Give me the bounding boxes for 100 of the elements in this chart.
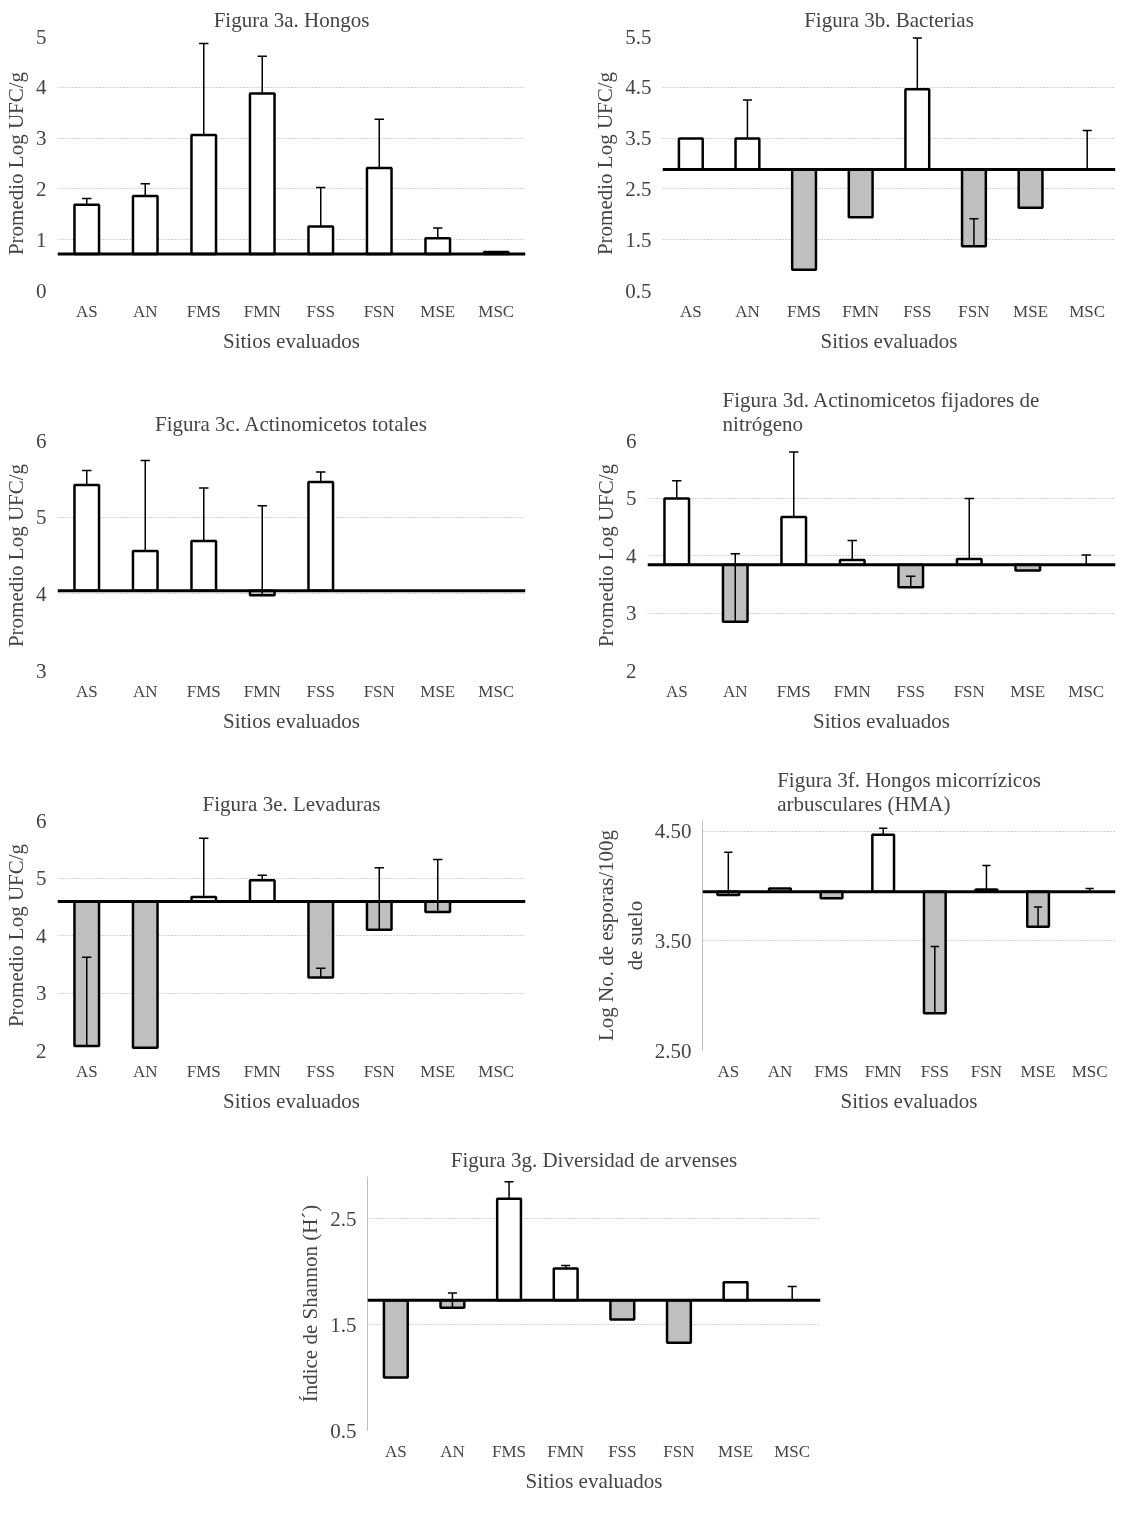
x-tick-label: MSC <box>478 1061 515 1081</box>
y-tick-label: 5 <box>36 505 47 530</box>
y-tick-label: 3.5 <box>625 126 652 151</box>
y-tick-label: 5 <box>626 486 637 510</box>
x-tick-label: MSC <box>1071 1061 1108 1081</box>
x-tick-label: FSN <box>970 1061 1003 1081</box>
x-tick-label: FSS <box>903 301 932 321</box>
y-tick-label: 1.5 <box>625 227 652 252</box>
y-tick-label: 0.5 <box>330 1418 357 1443</box>
x-tick-label: MSC <box>478 681 515 701</box>
x-tick-label: AN <box>735 301 760 321</box>
y-tick-label: 3 <box>36 126 47 151</box>
chart-title: Figura 3d. Actinomicetos fijadores de nitrógeno <box>722 387 1040 436</box>
x-tick-label: FSN <box>363 681 395 701</box>
x-tick-label: AN <box>722 681 748 701</box>
y-tick-label: 5.5 <box>625 24 652 49</box>
y-tick-label: 3 <box>36 658 47 683</box>
y-tick-label: 3.50 <box>654 928 692 953</box>
x-tick-label: FSS <box>920 1061 950 1081</box>
y-tick-label: 4 <box>626 543 637 568</box>
x-tick-label: FMN <box>243 1061 281 1081</box>
x-tick-label: AN <box>132 301 158 321</box>
x-tick-label: MSC <box>478 301 515 321</box>
x-tick-label: FMN <box>243 681 281 701</box>
x-axis-title: Sitios evaluados <box>222 1088 361 1113</box>
x-tick-label: MSC <box>1069 301 1106 321</box>
y-tick-label: 4 <box>36 75 47 100</box>
y-tick-label: 4 <box>36 581 47 606</box>
x-tick-label: FMS <box>814 1061 849 1081</box>
x-tick-label: FSS <box>306 301 335 321</box>
x-tick-label: AS <box>75 681 98 701</box>
y-axis-title: Promedio Log UFC/g <box>4 843 28 1028</box>
x-tick-label: FSS <box>306 681 335 701</box>
x-axis-title: Sitios evaluados <box>525 1468 663 1493</box>
y-tick-label: 2 <box>36 1038 47 1063</box>
y-tick-label: 6 <box>36 428 47 453</box>
x-tick-label: AS <box>679 301 702 321</box>
y-axis-title: Promedio Log UFC/g <box>4 463 28 648</box>
x-tick-label: FSN <box>363 1061 395 1081</box>
y-tick-label: 2.5 <box>330 1206 357 1231</box>
x-tick-label: FMN <box>864 1061 902 1081</box>
x-tick-label: MSC <box>774 1441 811 1461</box>
x-tick-label: MSE <box>718 1441 754 1461</box>
x-tick-label: FMN <box>842 301 880 321</box>
x-tick-label: FSN <box>958 301 990 321</box>
x-tick-label: AS <box>665 681 688 701</box>
x-tick-label: FMS <box>186 681 221 701</box>
y-tick-label: 1.5 <box>330 1312 357 1337</box>
x-tick-label: FSS <box>608 1441 637 1461</box>
y-tick-label: 4.50 <box>654 819 692 844</box>
x-tick-label: FMN <box>833 681 871 701</box>
chart-title: Figura 3e. Levaduras <box>202 791 381 816</box>
y-tick-label: 3 <box>36 981 47 1005</box>
chart-title: Figura 3a. Hongos <box>213 7 370 32</box>
x-tick-label: MSE <box>1013 301 1049 321</box>
y-axis-title: Log No. de esporas/100g de suelo <box>593 829 647 1042</box>
x-axis-title: Sitios evaluados <box>222 328 361 353</box>
x-tick-label: MSE <box>420 681 456 701</box>
x-tick-label: FMN <box>547 1441 585 1461</box>
x-tick-label: MSE <box>420 1061 456 1081</box>
x-tick-label: FMS <box>787 301 822 321</box>
y-tick-label: 0.5 <box>625 278 652 303</box>
y-tick-label: 3 <box>626 601 637 625</box>
x-tick-label: MSE <box>1020 1061 1056 1081</box>
y-tick-label: 4 <box>36 923 47 948</box>
x-tick-label: AN <box>132 1061 158 1081</box>
x-tick-label: FMS <box>186 301 221 321</box>
x-tick-label: MSC <box>1068 681 1105 701</box>
x-tick-label: FSN <box>953 681 985 701</box>
chart-title: Figura 3f. Hongos micorrízicos arbusculares (HMA) <box>777 767 1041 816</box>
y-tick-label: 6 <box>36 808 47 833</box>
y-tick-label: 0 <box>36 278 47 303</box>
y-axis-title: Promedio Log UFC/g <box>594 463 618 648</box>
y-tick-label: 4.5 <box>625 75 652 100</box>
y-tick-label: 2.50 <box>654 1038 692 1063</box>
x-tick-label: AS <box>717 1061 740 1081</box>
x-tick-label: FMN <box>243 301 281 321</box>
y-tick-label: 2 <box>36 176 47 201</box>
x-tick-label: AS <box>75 301 98 321</box>
x-tick-label: FSS <box>306 1061 335 1081</box>
y-tick-label: 1 <box>36 227 47 252</box>
y-tick-label: 5 <box>36 866 47 890</box>
x-tick-label: FSS <box>896 681 925 701</box>
x-tick-label: AN <box>767 1061 793 1081</box>
chart-title: Figura 3g. Diversidad de arvenses <box>450 1147 738 1172</box>
x-tick-label: MSE <box>1010 681 1046 701</box>
x-tick-label: AN <box>440 1441 465 1461</box>
y-tick-label: 6 <box>626 428 637 453</box>
x-tick-label: FSN <box>663 1441 695 1461</box>
x-tick-label: MSE <box>420 301 456 321</box>
y-tick-label: 2.5 <box>625 176 652 201</box>
x-axis-title: Sitios evaluados <box>812 708 951 733</box>
x-axis-title: Sitios evaluados <box>222 708 361 733</box>
x-tick-label: AS <box>384 1441 407 1461</box>
y-tick-label: 2 <box>626 658 637 683</box>
y-tick-label: 5 <box>36 24 47 49</box>
x-tick-label: FMS <box>492 1441 527 1461</box>
x-tick-label: FMS <box>776 681 811 701</box>
y-axis-title: Índice de Shannon (H´) <box>298 1204 323 1403</box>
y-axis-title: Promedio Log UFC/g <box>4 71 28 256</box>
